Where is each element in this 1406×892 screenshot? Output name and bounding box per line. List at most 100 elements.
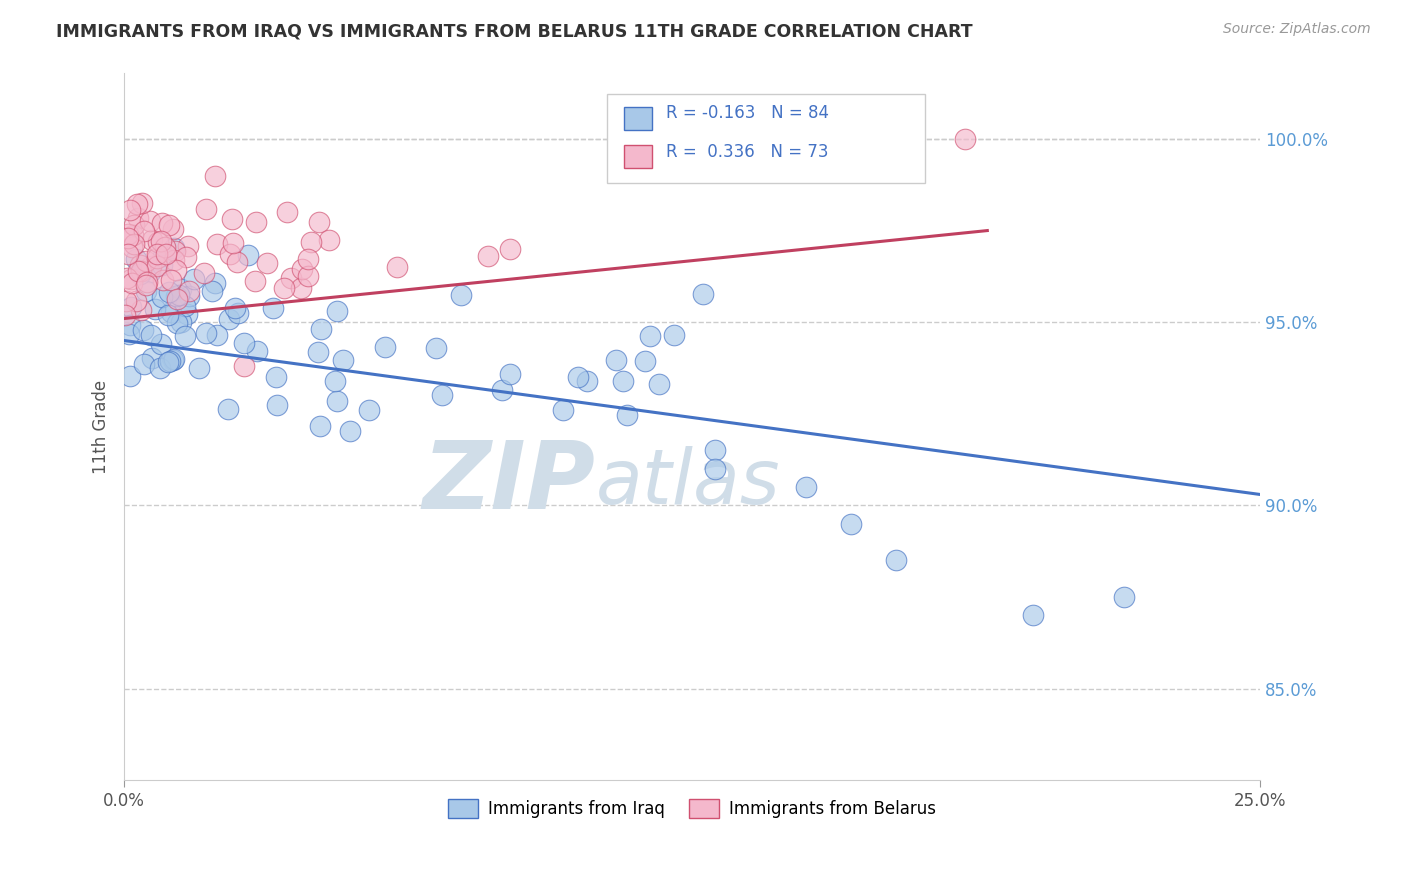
Point	[576, 374, 599, 388]
Point	[703, 462, 725, 476]
Point	[953, 132, 976, 146]
Point	[121, 227, 143, 242]
Point	[177, 239, 200, 253]
Point	[132, 323, 155, 337]
Point	[886, 553, 908, 567]
Point	[256, 256, 278, 270]
Point	[152, 249, 174, 263]
Point	[450, 288, 472, 302]
Point	[176, 307, 198, 321]
Point	[152, 273, 174, 287]
Point	[204, 169, 226, 184]
Point	[132, 357, 155, 371]
Point	[246, 344, 269, 359]
Point	[121, 240, 143, 254]
Point	[323, 374, 346, 388]
Point	[221, 212, 243, 227]
Point	[166, 292, 188, 306]
Text: R =  0.336   N = 73: R = 0.336 N = 73	[666, 144, 828, 161]
Point	[150, 289, 173, 303]
Point	[174, 250, 197, 264]
Point	[163, 351, 186, 366]
Point	[124, 237, 146, 252]
Point	[135, 285, 157, 299]
Point	[170, 315, 193, 329]
Point	[307, 345, 329, 359]
Point	[218, 312, 240, 326]
Point	[839, 516, 862, 531]
Point	[290, 281, 312, 295]
Point	[150, 234, 173, 248]
Point	[224, 301, 246, 315]
Point	[117, 247, 139, 261]
Point	[567, 370, 589, 384]
Point	[309, 419, 332, 434]
Point	[156, 309, 179, 323]
Point	[129, 258, 152, 272]
Point	[131, 195, 153, 210]
Point	[612, 374, 634, 388]
Point	[222, 235, 245, 250]
Point	[139, 328, 162, 343]
Point	[499, 367, 522, 381]
Point	[297, 252, 319, 266]
Point	[1112, 590, 1135, 604]
Point	[703, 443, 725, 458]
Point	[134, 224, 156, 238]
Point	[217, 402, 239, 417]
Point	[157, 355, 180, 369]
Point	[385, 260, 408, 275]
Text: Source: ZipAtlas.com: Source: ZipAtlas.com	[1223, 22, 1371, 37]
Point	[135, 278, 157, 293]
Point	[118, 318, 141, 332]
Point	[425, 341, 447, 355]
Point	[1022, 608, 1045, 623]
FancyBboxPatch shape	[607, 95, 925, 183]
Point	[155, 247, 177, 261]
Point	[299, 235, 322, 250]
Point	[648, 377, 671, 392]
Point	[633, 354, 655, 368]
Point	[125, 293, 148, 308]
Point	[160, 305, 183, 319]
Point	[157, 285, 180, 300]
Point	[135, 275, 157, 289]
Point	[146, 235, 169, 250]
Point	[165, 263, 187, 277]
Point	[339, 424, 361, 438]
Text: R = -0.163   N = 84: R = -0.163 N = 84	[666, 104, 830, 122]
Point	[201, 285, 224, 299]
Point	[125, 197, 148, 211]
Point	[170, 282, 193, 296]
Point	[162, 241, 184, 255]
Point	[150, 216, 173, 230]
Point	[159, 273, 181, 287]
Point	[163, 244, 186, 259]
Point	[297, 269, 319, 284]
Point	[374, 340, 396, 354]
Point	[195, 202, 218, 216]
Point	[291, 262, 314, 277]
Point	[276, 204, 298, 219]
Point	[616, 408, 638, 422]
Point	[120, 271, 142, 285]
Point	[146, 246, 169, 260]
Point	[179, 289, 201, 303]
Point	[173, 299, 195, 313]
Point	[127, 264, 149, 278]
Point	[219, 247, 242, 261]
Point	[245, 215, 267, 229]
Point	[131, 303, 153, 318]
Point	[120, 301, 142, 315]
Point	[266, 399, 288, 413]
Point	[173, 328, 195, 343]
Point	[129, 264, 152, 278]
Point	[135, 254, 157, 268]
Point	[177, 284, 200, 298]
Point	[477, 249, 499, 263]
Point	[692, 287, 714, 301]
Point	[143, 302, 166, 317]
Point	[138, 213, 160, 227]
Point	[332, 353, 354, 368]
Point	[308, 215, 330, 229]
